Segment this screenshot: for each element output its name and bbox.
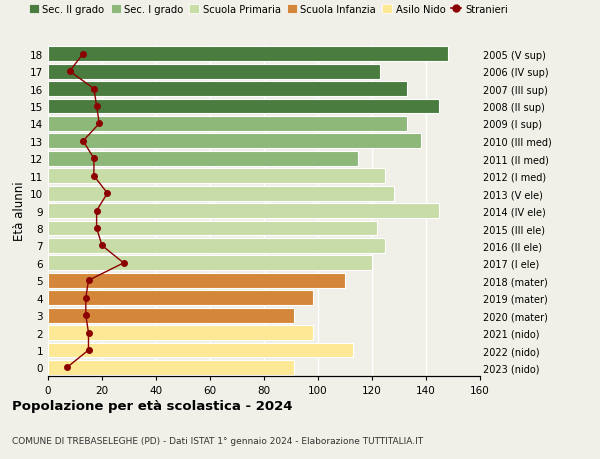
Bar xyxy=(48,360,294,375)
Bar xyxy=(48,65,380,79)
Bar xyxy=(48,221,377,236)
Text: COMUNE DI TREBASELEGHE (PD) - Dati ISTAT 1° gennaio 2024 - Elaborazione TUTTITAL: COMUNE DI TREBASELEGHE (PD) - Dati ISTAT… xyxy=(12,436,423,445)
Bar xyxy=(48,273,345,288)
Bar xyxy=(48,343,353,358)
Bar xyxy=(48,47,448,62)
Bar xyxy=(48,169,385,184)
Bar xyxy=(48,82,407,97)
Bar xyxy=(48,325,313,340)
Bar xyxy=(48,291,313,306)
Bar xyxy=(48,256,372,271)
Bar xyxy=(48,151,358,166)
Bar xyxy=(48,239,385,253)
Legend: Sec. II grado, Sec. I grado, Scuola Primaria, Scuola Infanzia, Asilo Nido, Stran: Sec. II grado, Sec. I grado, Scuola Prim… xyxy=(29,5,508,15)
Bar xyxy=(48,186,394,201)
Bar xyxy=(48,117,407,132)
Y-axis label: Età alunni: Età alunni xyxy=(13,181,26,241)
Bar xyxy=(48,204,439,218)
Bar xyxy=(48,100,439,114)
Text: Popolazione per età scolastica - 2024: Popolazione per età scolastica - 2024 xyxy=(12,399,293,412)
Bar xyxy=(48,308,294,323)
Bar xyxy=(48,134,421,149)
